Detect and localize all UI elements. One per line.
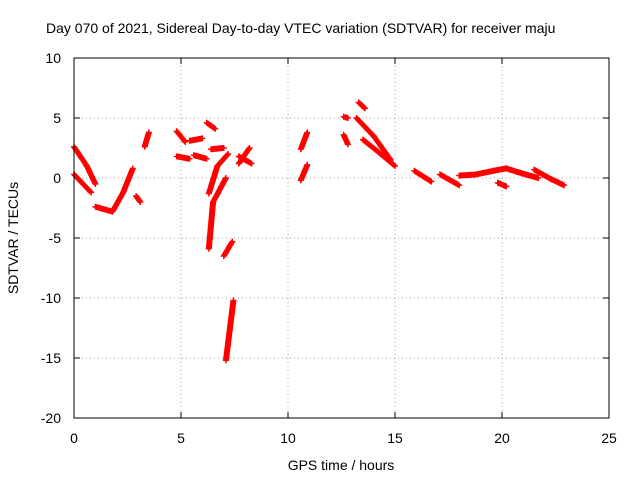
- data-point-group-38: [518, 170, 542, 181]
- x-tick-label: 20: [494, 430, 510, 446]
- grid-lines: [74, 58, 609, 418]
- y-tick-label: 5: [53, 110, 61, 126]
- y-tick-label: 10: [45, 50, 61, 66]
- data-point-group-9: [173, 153, 193, 162]
- data-point-group-16: [205, 199, 217, 252]
- chart-title: Day 070 of 2021, Sidereal Day-to-day VTE…: [46, 20, 555, 36]
- data-point-group-24: [340, 113, 351, 121]
- y-tick-label: -10: [41, 290, 61, 306]
- data-point-group-11: [190, 152, 210, 162]
- data-point-group-40: [548, 176, 568, 189]
- data-point-group-36: [494, 179, 510, 190]
- data-point-group-27: [353, 115, 377, 139]
- data-point-group-5: [120, 165, 136, 196]
- data-point-group-10: [186, 135, 206, 144]
- data-point-group-19: [222, 297, 237, 364]
- data-point-group-23: [297, 161, 311, 184]
- data-point-group-15: [214, 151, 232, 169]
- y-tick-label: -5: [49, 230, 62, 246]
- y-tick-label: 0: [53, 170, 61, 186]
- x-tick-label: 15: [387, 430, 403, 446]
- data-point-group-13: [208, 145, 227, 153]
- y-tick-label: -15: [41, 350, 61, 366]
- x-tick-label: 10: [280, 430, 296, 446]
- data-point-group-30: [374, 148, 398, 169]
- x-tick-label: 5: [177, 430, 185, 446]
- y-axis-label: SDTVAR / TECUs: [5, 182, 21, 294]
- data-point-group-32: [436, 171, 463, 189]
- x-tick-labels: 0 5 10 15 20 25: [70, 430, 617, 446]
- data-point-group-2: [83, 163, 99, 187]
- plot-frame: [73, 57, 610, 419]
- data-point-group-25: [340, 131, 351, 148]
- data-point-group-18: [220, 238, 236, 259]
- x-axis-label: GPS time / hours: [288, 457, 395, 473]
- data-point-group-21: [235, 153, 255, 167]
- x-tick-label: 0: [70, 430, 78, 446]
- data-point-group-7: [141, 129, 152, 150]
- data-point-group-6: [133, 193, 144, 205]
- data-point-group-22: [297, 129, 311, 153]
- x-tick-label: 25: [601, 430, 617, 446]
- data-point-group-17: [210, 175, 229, 205]
- y-tick-label: -20: [41, 410, 61, 426]
- data-point-group-14: [205, 163, 221, 197]
- data-point-group-31: [411, 167, 435, 185]
- y-tick-labels: -20 -15 -10 -5 0 5 10: [41, 50, 61, 426]
- data-point-group-12: [203, 119, 219, 132]
- data-point-group-8: [173, 128, 189, 145]
- data-point-group-29: [359, 136, 381, 155]
- data-series: [71, 99, 568, 364]
- data-point-group-26: [355, 99, 368, 112]
